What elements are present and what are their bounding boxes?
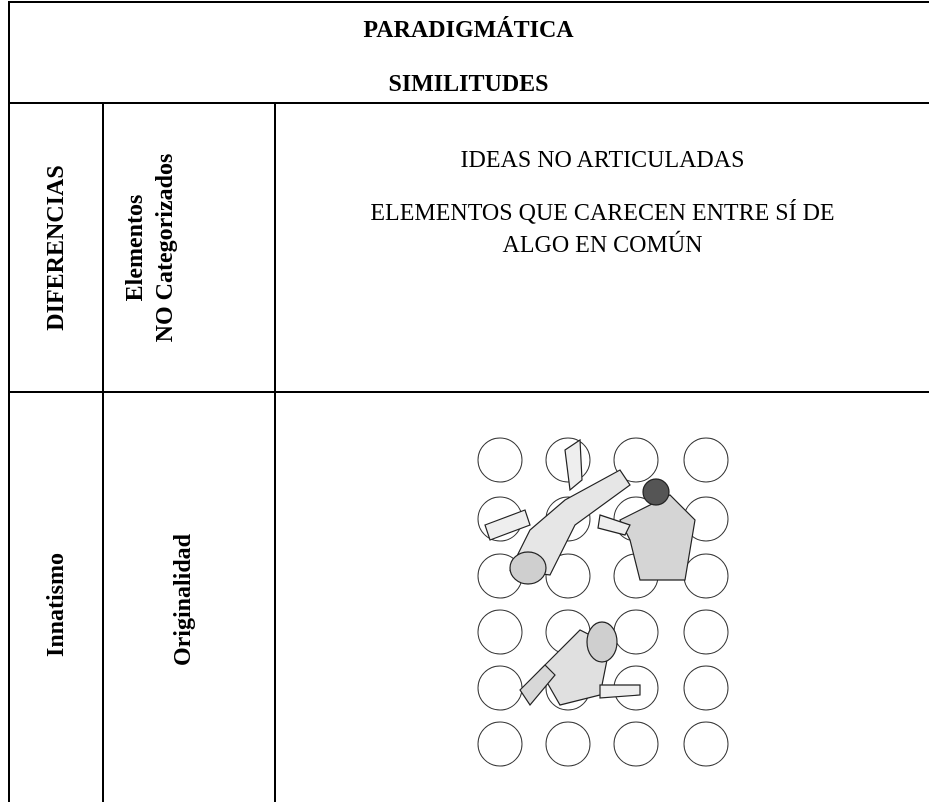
illustration [477, 437, 729, 767]
table-border [8, 1, 929, 3]
table-border [8, 391, 929, 393]
header-title: PARADIGMÁTICA [363, 17, 574, 43]
row-sublabel-line: Elementos [122, 194, 148, 302]
row-content-line: ALGO EN COMÚN [502, 232, 703, 258]
row-label: DIFERENCIAS [43, 165, 69, 331]
table-border [8, 102, 929, 104]
row-sublabel: Elementos NO Categorizados [120, 154, 180, 343]
header-subtitle: SIMILITUDES [388, 71, 549, 97]
table-border [102, 103, 104, 802]
row-content-line: ELEMENTOS QUE CARECEN ENTRE SÍ DE [370, 200, 835, 226]
row-content-line: IDEAS NO ARTICULADAS [460, 147, 745, 173]
row-sublabel: Originalidad [170, 533, 196, 667]
table-border [8, 1, 10, 802]
figures [484, 438, 696, 707]
row-label: Innatismo [43, 552, 69, 658]
row-sublabel-line: NO Categorizados [152, 153, 178, 343]
table-border [274, 103, 276, 802]
